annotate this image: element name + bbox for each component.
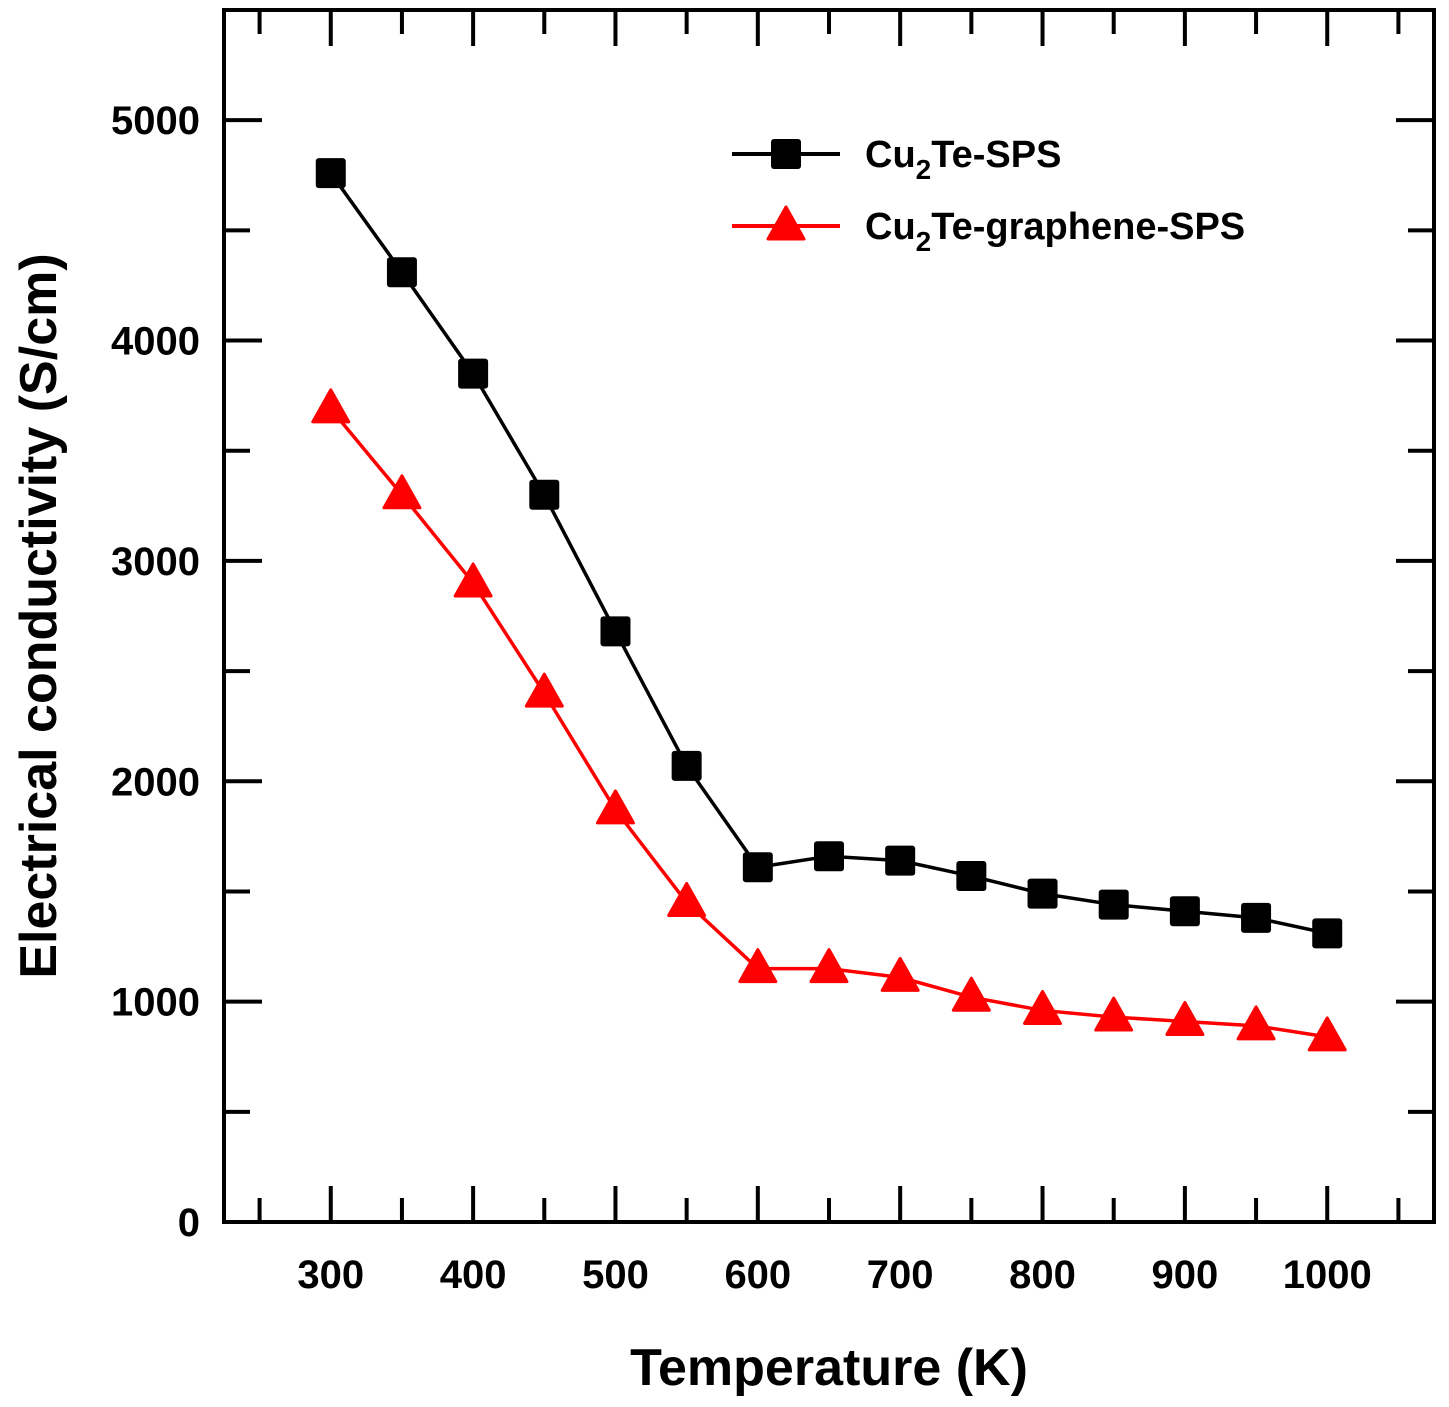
data-point xyxy=(311,388,351,424)
axis-ticks xyxy=(224,10,1434,1224)
series-layer xyxy=(311,158,1347,1052)
data-point xyxy=(1094,996,1134,1032)
data-point xyxy=(1023,989,1063,1025)
data-point xyxy=(600,616,631,647)
data-point xyxy=(951,976,991,1012)
x-tick-label: 1000 xyxy=(1283,1253,1372,1297)
data-point xyxy=(386,257,417,288)
x-tick-label: 700 xyxy=(867,1253,934,1297)
data-point xyxy=(1307,1016,1347,1052)
data-point xyxy=(1312,918,1343,949)
series-line xyxy=(329,172,1328,936)
legend-label: Cu2Te-SPS xyxy=(865,134,1061,185)
data-point xyxy=(453,562,493,598)
legend-label: Cu2Te-graphene-SPS xyxy=(865,206,1245,257)
tick-labels: 300 400 500 600 700 800 900 1000 0 1000 2000 3000 40… xyxy=(111,99,1372,1297)
data-point xyxy=(814,841,844,872)
data-point xyxy=(1169,896,1200,927)
series-cu2te-sps xyxy=(315,158,1343,949)
data-point xyxy=(671,750,702,781)
data-point xyxy=(1165,1000,1205,1036)
legend-item: Cu2Te-graphene-SPS xyxy=(732,205,1245,257)
data-point xyxy=(382,474,422,510)
legend-marker-icon xyxy=(771,139,801,169)
data-point xyxy=(529,479,560,510)
series-cu2te-graphene-sps xyxy=(311,388,1347,1052)
legend: Cu2Te-SPS Cu2Te-graphene-SPS xyxy=(732,134,1245,257)
data-point xyxy=(1236,1005,1276,1041)
y-tick-label: 3000 xyxy=(111,540,200,584)
x-tick-label: 600 xyxy=(724,1253,791,1297)
y-tick-label: 2000 xyxy=(111,760,200,804)
plot-frame xyxy=(222,8,1436,1224)
x-tick-label: 300 xyxy=(297,1253,364,1297)
data-point xyxy=(738,948,778,984)
data-point xyxy=(595,789,635,825)
legend-marker-icon xyxy=(766,205,806,241)
data-point xyxy=(1098,889,1129,920)
legend-item: Cu2Te-SPS xyxy=(732,134,1061,185)
data-point xyxy=(458,358,489,389)
y-tick-label: 1000 xyxy=(111,981,200,1025)
series-line xyxy=(329,407,1328,1039)
data-point xyxy=(809,948,849,984)
data-point xyxy=(1027,878,1058,909)
y-tick-label: 0 xyxy=(178,1201,200,1245)
data-point xyxy=(956,861,987,892)
data-point xyxy=(315,158,346,189)
y-tick-label: 5000 xyxy=(111,99,200,143)
x-tick-label: 800 xyxy=(1009,1253,1076,1297)
data-point xyxy=(524,672,564,708)
data-point xyxy=(880,956,920,992)
data-point xyxy=(885,845,916,876)
y-axis-title: Electrical conductivity (S/cm) xyxy=(10,253,68,978)
x-tick-label: 900 xyxy=(1152,1253,1219,1297)
x-tick-label: 500 xyxy=(582,1253,649,1297)
y-tick-label: 4000 xyxy=(111,320,200,364)
data-point xyxy=(742,852,773,883)
x-axis-title: Temperature (K) xyxy=(630,1339,1028,1397)
data-point xyxy=(667,881,707,917)
x-tick-label: 400 xyxy=(440,1253,507,1297)
data-point xyxy=(1241,902,1272,933)
